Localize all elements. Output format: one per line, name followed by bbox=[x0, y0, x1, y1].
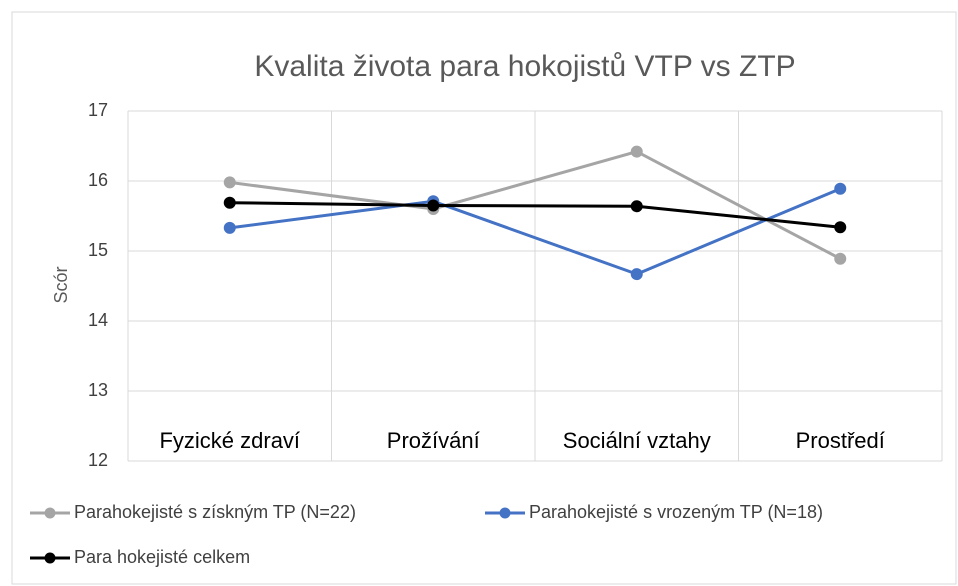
point bbox=[630, 268, 643, 281]
point bbox=[427, 199, 440, 212]
x-tick-label: Prožívání bbox=[387, 428, 480, 453]
point bbox=[630, 200, 643, 213]
point bbox=[223, 196, 236, 209]
series-line bbox=[229, 187, 841, 276]
point bbox=[223, 176, 236, 189]
legend-label: Para hokejisté celkem bbox=[74, 547, 250, 567]
chart-title: Kvalita života para hokojistů VTP vs ZTP bbox=[254, 50, 795, 83]
y-tick-label: 16 bbox=[88, 170, 108, 190]
y-tick-label: 12 bbox=[88, 450, 108, 470]
series-line bbox=[229, 201, 841, 229]
y-axis-label: Scór bbox=[51, 266, 71, 303]
series-line bbox=[229, 149, 841, 261]
legend-label: Parahokejisté s získným TP (N=22) bbox=[74, 502, 356, 522]
legend-marker bbox=[499, 507, 511, 519]
chart-frame bbox=[11, 11, 957, 585]
y-tick-label: 14 bbox=[88, 310, 108, 330]
x-tick-label: Sociální vztahy bbox=[563, 428, 711, 453]
point bbox=[223, 221, 236, 234]
point bbox=[630, 145, 643, 158]
y-tick-label: 15 bbox=[88, 240, 108, 260]
x-tick-label: Prostředí bbox=[796, 428, 885, 453]
legend-marker bbox=[44, 552, 56, 564]
point bbox=[834, 221, 847, 234]
point bbox=[834, 182, 847, 195]
legend-label: Parahokejisté s vrozeným TP (N=18) bbox=[529, 502, 823, 522]
point bbox=[834, 252, 847, 265]
y-tick-label: 13 bbox=[88, 380, 108, 400]
y-tick-label: 17 bbox=[88, 100, 108, 120]
legend-marker bbox=[44, 507, 56, 519]
x-tick-label: Fyzické zdraví bbox=[159, 428, 300, 453]
